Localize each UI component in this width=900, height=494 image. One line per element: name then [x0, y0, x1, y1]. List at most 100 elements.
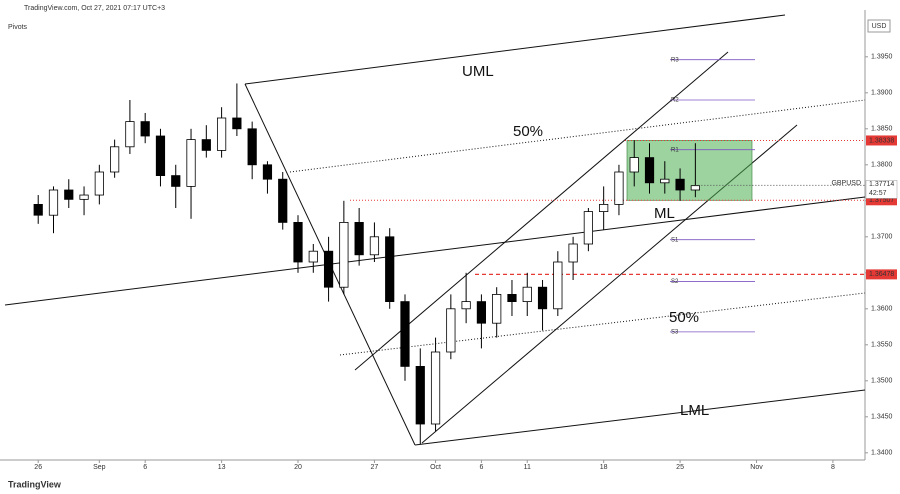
- x-tick-label: Sep: [93, 464, 106, 471]
- candle-body: [354, 221, 364, 256]
- level-tag: [866, 269, 897, 280]
- channel-upper: [354, 51, 729, 371]
- x-tick-label: 26: [34, 464, 42, 471]
- candle-body: [262, 164, 273, 180]
- currency-box: [867, 19, 891, 33]
- x-tick-label: 20: [294, 464, 302, 471]
- candle-body: [385, 236, 395, 303]
- pivot-label: S3: [671, 329, 679, 335]
- candle-body: [293, 221, 303, 263]
- annotation: UML: [462, 63, 494, 80]
- x-tick-label: 18: [600, 464, 608, 471]
- candle-body: [660, 178, 670, 184]
- drawings: [4, 14, 866, 446]
- candle-body: [461, 301, 471, 310]
- candle-body: [599, 203, 609, 212]
- candle-body: [64, 189, 74, 200]
- candle-body: [110, 146, 120, 173]
- candle-body: [492, 293, 502, 324]
- x-tick-label: 6: [143, 464, 147, 471]
- pivot-label: S1: [671, 237, 679, 243]
- x-tick-label: Nov: [750, 464, 763, 471]
- candle-body: [537, 286, 548, 310]
- ml-line: [4, 196, 866, 306]
- candle-body: [94, 171, 104, 196]
- pivot-label: S2: [671, 279, 679, 285]
- candle-body: [400, 301, 410, 367]
- currency: USD: [872, 23, 887, 30]
- indicator-name: Pivots: [8, 24, 28, 31]
- candle-body: [583, 211, 593, 245]
- candle-body: [644, 157, 655, 184]
- candle-body: [171, 175, 181, 187]
- candle-body: [675, 178, 685, 191]
- candle-body: [323, 250, 334, 288]
- candle-body: [614, 171, 624, 205]
- candle-body: [216, 117, 227, 151]
- candle-body: [278, 178, 288, 223]
- annotation: LML: [680, 402, 709, 419]
- uml-line: [244, 14, 786, 85]
- candle-body: [430, 351, 441, 425]
- y-tick-label: 1.3950: [871, 54, 893, 61]
- footer-logo: TradingView: [8, 479, 62, 489]
- candle-body: [339, 221, 349, 288]
- candle-body: [247, 128, 257, 166]
- symbol-label: GBPUSD: [831, 180, 861, 187]
- candle-body: [415, 365, 425, 425]
- annotation: 50%: [669, 309, 699, 326]
- level-tag: [866, 195, 897, 206]
- y-tick-label: 1.3400: [871, 450, 893, 457]
- last-price-tag: [865, 180, 898, 199]
- candle-body: [690, 185, 700, 191]
- annotation: 50%: [513, 123, 543, 140]
- candle-body: [125, 121, 135, 148]
- candle-body: [186, 139, 196, 187]
- candle-body: [48, 189, 59, 216]
- y-tick-label: 1.3700: [871, 234, 893, 241]
- candle-body: [308, 250, 318, 263]
- header: TradingView.com, Oct 27, 2021 07:17 UTC+…: [24, 5, 165, 12]
- candle-body: [522, 286, 532, 303]
- pivot-label: R2: [671, 98, 679, 104]
- x-tick-label: 27: [371, 464, 379, 471]
- pivot-label: R1: [671, 147, 679, 153]
- y-tick-label: 1.3900: [871, 90, 893, 97]
- candle-body: [79, 194, 89, 200]
- x-tick-label: 11: [524, 464, 531, 471]
- candle-body: [140, 121, 150, 137]
- lml-line: [414, 389, 866, 446]
- y-tick-label: 1.3600: [871, 306, 893, 313]
- y-tick-label: 1.3850: [871, 126, 893, 133]
- candle-body: [446, 308, 456, 353]
- pivot-label: R3: [671, 57, 679, 63]
- y-tick-label: 1.3550: [871, 342, 893, 349]
- x-tick-label: 6: [479, 464, 483, 471]
- candle-body: [201, 139, 211, 151]
- candle-body: [155, 135, 166, 176]
- candle-body: [629, 157, 639, 173]
- candle-body: [568, 243, 578, 263]
- x-tick-label: 8: [831, 464, 835, 471]
- candle-body: [553, 261, 563, 310]
- candle-body: [476, 301, 487, 324]
- y-tick-label: 1.3450: [871, 414, 893, 421]
- level-label: 1.36478: [869, 271, 894, 278]
- upper-half-line: [289, 99, 866, 173]
- x-tick-label: Oct: [430, 464, 441, 471]
- level-tag: [866, 135, 897, 146]
- candle-body: [507, 293, 517, 302]
- level-label: 1.38338: [869, 137, 894, 144]
- candle-body: [232, 117, 242, 130]
- candle-body: [369, 236, 380, 256]
- y-tick-label: 1.3800: [871, 162, 893, 169]
- x-tick-label: 25: [676, 464, 684, 471]
- last-price-label: 1.37714: [869, 181, 894, 188]
- lower-half-line: [339, 292, 866, 356]
- x-tick-label: 13: [218, 464, 226, 471]
- countdown: 42:57: [869, 190, 887, 197]
- level-label: 1.37507: [869, 197, 894, 204]
